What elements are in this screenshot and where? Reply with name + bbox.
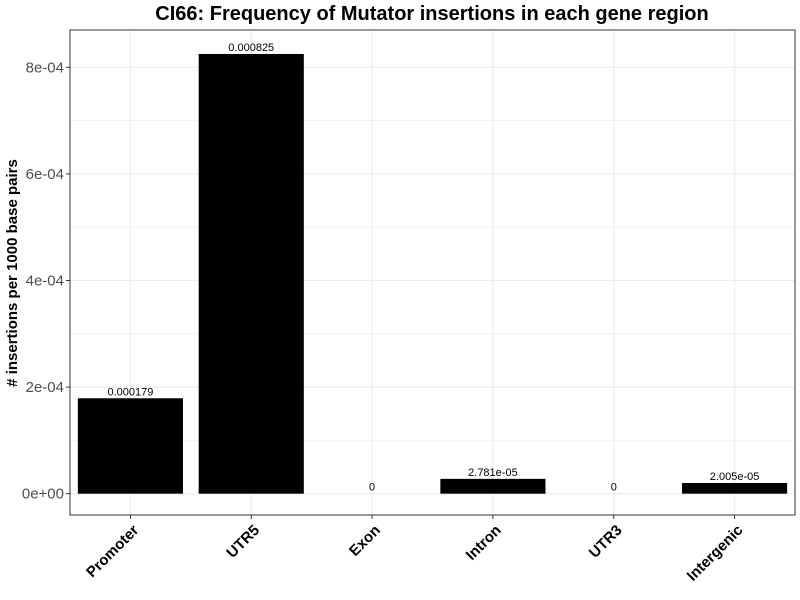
y-tick-label: 8e-04 [26,59,64,76]
bar-utr5 [198,53,304,494]
data-label-intron: 2.781e-05 [468,467,518,479]
x-tick-label-intergenic: Intergenic [684,522,747,585]
y-axis-label: # insertions per 1000 base pairs [4,159,21,387]
y-tick-label: 0e+00 [22,486,64,503]
data-label-utr3: 0 [611,482,617,494]
data-label-intergenic: 2.005e-05 [710,471,760,483]
y-tick-label: 4e-04 [26,272,64,289]
x-tick-label-promoter: Promoter [83,522,142,581]
data-label-utr5: 0.000825 [228,42,274,54]
y-tick-label: 2e-04 [26,379,64,396]
x-tick-label-intron: Intron [463,522,505,564]
data-labels: 0.000179 0.000825 0 2.781e-05 0 2.005e-05 [107,42,759,494]
y-axis-ticks: 0e+00 2e-04 4e-04 6e-04 8e-04 [22,59,70,503]
bars [77,53,788,494]
data-label-promoter: 0.000179 [107,386,153,398]
bar-intron [440,478,546,494]
bar-intergenic [682,482,788,494]
chart-title: CI66: Frequency of Mutator insertions in… [155,3,708,25]
y-tick-label: 6e-04 [26,166,64,183]
x-tick-label-exon: Exon [346,522,384,560]
x-axis-ticks: Promoter UTR5 Exon Intron UTR3 Intergenic [83,515,746,585]
data-label-exon: 0 [369,482,375,494]
x-tick-label-utr3: UTR3 [586,522,626,562]
x-tick-label-utr5: UTR5 [223,522,263,562]
bar-promoter [77,398,183,494]
panel-border [69,29,796,516]
